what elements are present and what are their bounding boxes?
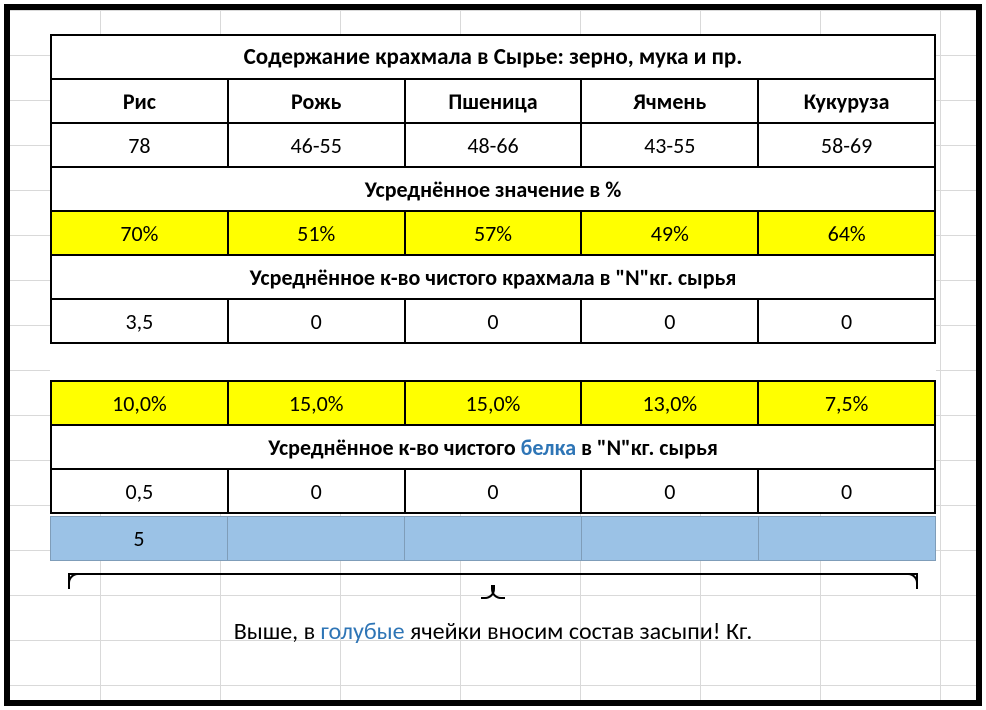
cell: 0 xyxy=(228,469,405,513)
footnote: Выше, в голубые ячейки вносим состав зас… xyxy=(50,617,936,646)
cell: 78 xyxy=(51,123,228,167)
cell: 0 xyxy=(581,469,758,513)
protein-n-row: 0,5 0 0 0 0 xyxy=(51,469,935,513)
table-title: Содержание крахмала в Сырье: зерно, мука… xyxy=(51,35,935,79)
cell: 0 xyxy=(405,469,582,513)
cell: 46-55 xyxy=(228,123,405,167)
input-cell[interactable] xyxy=(228,517,405,561)
footnote-pre: Выше, в xyxy=(234,617,321,646)
footnote-blue: голубые xyxy=(321,617,405,646)
protein-n-label-row: Усреднённое к-во чистого белка в "N"кг. … xyxy=(51,425,935,469)
input-cell[interactable]: 5 xyxy=(51,517,228,561)
starch-table: Содержание крахмала в Сырье: зерно, мука… xyxy=(50,34,936,514)
highlight-cell: 64% xyxy=(758,211,935,255)
input-row: 5 xyxy=(51,517,936,561)
highlight-cell: 57% xyxy=(405,211,582,255)
label-blue: белка xyxy=(521,434,576,461)
cell: 3,5 xyxy=(51,299,228,343)
cell: 0 xyxy=(581,299,758,343)
protein-pct-row: 10,0% 15,0% 15,0% 13,0% 7,5% xyxy=(51,381,935,425)
label-pre: Усреднённое к-во чистого xyxy=(268,434,520,461)
footnote-post: ячейки вносим состав засыпи! Кг. xyxy=(405,617,753,646)
title-row: Содержание крахмала в Сырье: зерно, мука… xyxy=(51,35,935,79)
highlight-cell: 51% xyxy=(228,211,405,255)
starch-range-row: 78 46-55 48-66 43-55 58-69 xyxy=(51,123,935,167)
highlight-cell: 70% xyxy=(51,211,228,255)
avg-pct-row: 70% 51% 57% 49% 64% xyxy=(51,211,935,255)
outer-frame: HomeDistiller.ru Содержание крахмала в С… xyxy=(4,4,982,706)
col-header: Пшеница xyxy=(405,79,582,123)
cell: 58-69 xyxy=(758,123,935,167)
starch-n-label-row: Усреднённое к-во чистого крахмала в "N"к… xyxy=(51,255,935,299)
highlight-cell: 15,0% xyxy=(228,381,405,425)
highlight-cell: 49% xyxy=(581,211,758,255)
col-header: Рожь xyxy=(228,79,405,123)
starch-n-row: 3,5 0 0 0 0 xyxy=(51,299,935,343)
highlight-cell: 13,0% xyxy=(581,381,758,425)
highlight-cell: 15,0% xyxy=(405,381,582,425)
input-cell[interactable] xyxy=(405,517,582,561)
highlight-cell: 10,0% xyxy=(51,381,228,425)
cell: 0 xyxy=(405,299,582,343)
spacer-row xyxy=(51,343,935,381)
input-cell[interactable] xyxy=(582,517,759,561)
cell: 0 xyxy=(228,299,405,343)
label-post: в "N"кг. сырья xyxy=(576,434,718,461)
col-header: Кукуруза xyxy=(758,79,935,123)
section-label: Усреднённое к-во чистого крахмала в "N"к… xyxy=(51,255,935,299)
header-row: Рис Рожь Пшеница Ячмень Кукуруза xyxy=(51,79,935,123)
col-header: Рис xyxy=(51,79,228,123)
cell: 0 xyxy=(758,299,935,343)
avg-pct-label-row: Усреднённое значение в % xyxy=(51,167,935,211)
content-area: Содержание крахмала в Сырье: зерно, мука… xyxy=(10,10,976,646)
input-cell[interactable] xyxy=(759,517,936,561)
cell: 43-55 xyxy=(581,123,758,167)
section-label: Усреднённое значение в % xyxy=(51,167,935,211)
input-row-table: 5 xyxy=(50,516,936,561)
cell: 48-66 xyxy=(405,123,582,167)
col-header: Ячмень xyxy=(581,79,758,123)
highlight-cell: 7,5% xyxy=(758,381,935,425)
brace-annotation xyxy=(50,567,936,615)
cell: 0 xyxy=(758,469,935,513)
section-label: Усреднённое к-во чистого белка в "N"кг. … xyxy=(51,425,935,469)
cell: 0,5 xyxy=(51,469,228,513)
